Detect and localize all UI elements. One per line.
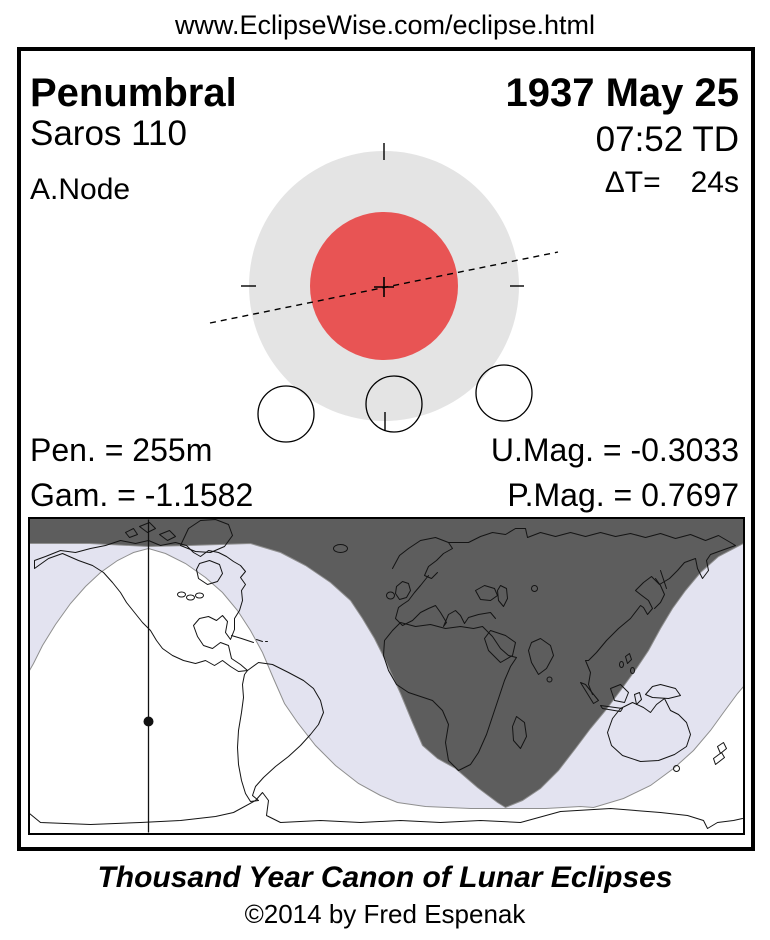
saros-label: Saros 110 [30, 114, 187, 153]
hudson-bay-outline [196, 560, 223, 585]
shadow-center-cross [374, 277, 394, 297]
footer-title: Thousand Year Canon of Lunar Eclipses [97, 861, 673, 894]
taiwan-outline [619, 661, 624, 668]
iceland-outline [333, 544, 348, 553]
british-isles-outline [395, 581, 411, 600]
great-lake-icon [186, 594, 195, 601]
shadow-geometry-diagram [209, 143, 559, 443]
scandinavia-outline [392, 537, 453, 579]
sulawesi-outline [634, 692, 642, 705]
arabia-outline [484, 630, 516, 663]
africa-outline [383, 622, 517, 771]
java-outline [600, 705, 623, 712]
zone-eclipse-not-visible [29, 518, 744, 809]
visibility-map [28, 517, 745, 835]
penumbral-duration-stat: Pen. = 255m [30, 432, 213, 468]
philippines-outline [625, 653, 632, 664]
greatest-eclipse-time-label: 07:52 TD [595, 120, 739, 159]
great-lake-icon [177, 591, 186, 598]
great-lake-icon [195, 592, 204, 599]
moon-position-circle-end [475, 364, 533, 422]
continent-outlines [29, 519, 743, 829]
ireland-outline [386, 591, 395, 600]
new-zealand-outline [713, 742, 727, 765]
aral-sea-outline [531, 585, 538, 592]
asia-north-coast-outline [448, 528, 736, 695]
sakhalin-outline [660, 570, 667, 589]
page-url-text: www.EclipseWise.com/eclipse.html [174, 10, 596, 40]
caribbean-islands-outline [231, 635, 268, 643]
greenland-outline [180, 519, 233, 553]
sri-lanka-outline [546, 676, 553, 683]
arctic-islands-outline [125, 522, 176, 541]
sublunar-point-dot [143, 716, 154, 727]
delta-t-row: ΔT= 24s [605, 166, 739, 200]
moon-position-circle-greatest [365, 375, 423, 433]
philippines-island [630, 667, 635, 674]
penumbral-magnitude-stat: P.Mag. = 0.7697 [507, 477, 739, 513]
footer-copyright: ©2014 by Fred Espenak [244, 899, 526, 929]
umbral-magnitude-stat: U.Mag. = -0.3033 [490, 432, 739, 468]
cardinal-tick-marks [241, 143, 524, 430]
moon-position-circles [257, 364, 533, 443]
south-america-outline [237, 662, 324, 802]
madagascar-outline [512, 716, 527, 749]
japan-outline [654, 578, 665, 609]
borneo-outline [610, 684, 629, 703]
tasmania-outline [673, 765, 680, 772]
north-america-outline [34, 540, 248, 672]
gamma-stat: Gam. = -1.1582 [30, 477, 254, 513]
delta-t-label: ΔT= [604, 166, 661, 199]
antarctica-coastline [29, 792, 743, 829]
india-outline [528, 638, 554, 675]
caspian-sea-outline [497, 585, 508, 607]
new-guinea-outline [645, 684, 681, 699]
eclipse-date-label: 1937 May 25 [505, 71, 739, 115]
zone-eclipse-visible [29, 547, 744, 834]
delta-t-value: 24s [690, 166, 739, 199]
sumatra-outline [580, 682, 599, 704]
moon-position-circle-start [257, 385, 315, 443]
eclipse-type-label: Penumbral [30, 71, 237, 115]
australia-outline [607, 698, 691, 762]
map-frame [28, 517, 745, 835]
europe-coast-outline [395, 575, 496, 627]
plate-border [17, 47, 755, 851]
node-label: A.Node [30, 173, 131, 206]
